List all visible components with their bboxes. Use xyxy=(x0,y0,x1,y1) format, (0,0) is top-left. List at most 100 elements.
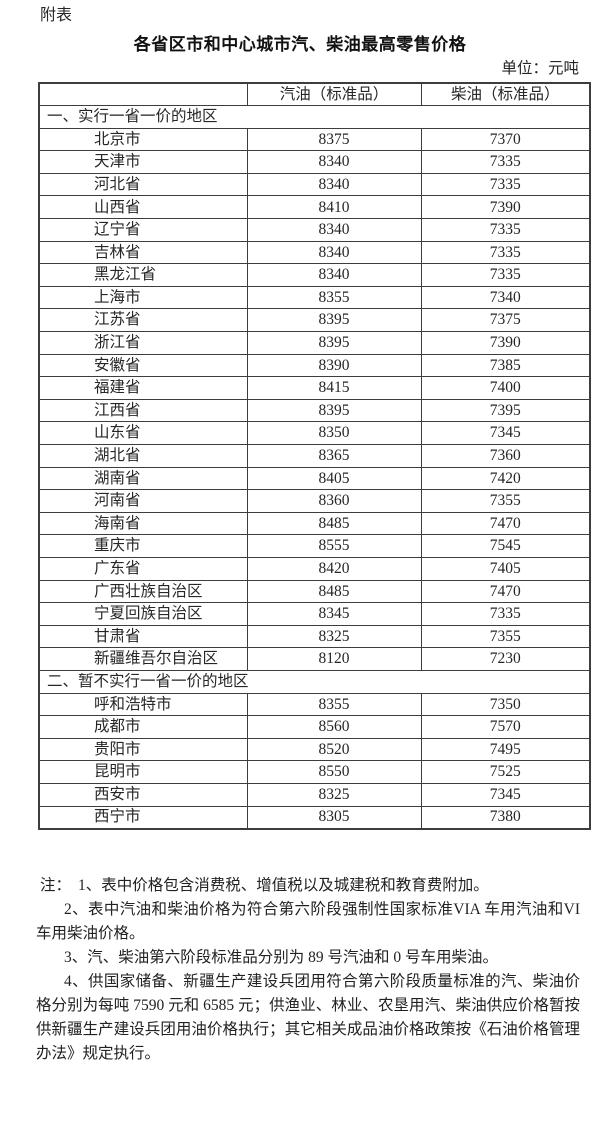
table-row: 宁夏回族自治区 8345 7335 xyxy=(38,602,591,626)
gasoline-price-cell: 8340 xyxy=(246,172,422,197)
diesel-price-cell: 7230 xyxy=(420,647,591,671)
diesel-price-cell: 7385 xyxy=(420,353,591,378)
diesel-price-cell: 7350 xyxy=(420,692,591,717)
gasoline-price-cell: 8375 xyxy=(246,127,422,152)
section-title-cell: 二、暂不实行一省一价的地区 xyxy=(38,669,591,694)
gasoline-price-cell: 8365 xyxy=(246,444,422,468)
gasoline-price-cell: 8350 xyxy=(246,421,422,445)
diesel-price-cell: 7355 xyxy=(420,624,591,649)
region-cell: 昆明市 xyxy=(38,760,248,784)
section-row: 一、实行一省一价的地区 xyxy=(38,105,591,129)
table-row: 天津市 8340 7335 xyxy=(38,150,591,174)
diesel-price-cell: 7405 xyxy=(420,556,591,581)
region-cell: 北京市 xyxy=(38,127,248,152)
region-cell: 黑龙江省 xyxy=(38,263,248,287)
gasoline-price-cell: 8340 xyxy=(246,240,422,265)
diesel-price-cell: 7470 xyxy=(420,511,591,536)
section-title-cell: 一、实行一省一价的地区 xyxy=(38,105,591,129)
gasoline-price-cell: 8340 xyxy=(246,263,422,287)
gasoline-price-cell: 8420 xyxy=(246,556,422,581)
diesel-price-cell: 7470 xyxy=(420,579,591,604)
region-cell: 江苏省 xyxy=(38,308,248,333)
note-item: 2、表中汽油和柴油价格为符合第六阶段强制性国家标准VIA 车用汽油和VI车用柴油… xyxy=(36,900,580,942)
gasoline-column-header: 汽油（标准品） xyxy=(246,82,422,107)
diesel-price-cell: 7495 xyxy=(420,737,591,762)
region-cell: 安徽省 xyxy=(38,353,248,378)
table-row: 西宁市 8305 7380 xyxy=(38,805,591,830)
region-cell: 呼和浩特市 xyxy=(38,692,248,717)
gasoline-price-cell: 8340 xyxy=(246,150,422,174)
notes: 注： 1、表中价格包含消费税、增值税以及城建税和教育费附加。 2、表中汽油和柴油价格… xyxy=(36,874,580,1066)
region-cell: 河南省 xyxy=(38,489,248,513)
table-row: 福建省 8415 7400 xyxy=(38,376,591,400)
diesel-price-cell: 7335 xyxy=(420,263,591,287)
diesel-price-cell: 7380 xyxy=(420,805,591,830)
diesel-price-cell: 7335 xyxy=(420,602,591,626)
table-row: 广西壮族自治区 8485 7470 xyxy=(38,579,591,604)
diesel-price-cell: 7545 xyxy=(420,534,591,558)
diesel-price-cell: 7420 xyxy=(420,466,591,491)
section-row: 二、暂不实行一省一价的地区 xyxy=(38,669,591,694)
table-row: 呼和浩特市 8355 7350 xyxy=(38,692,591,717)
unit-label: 单位：元吨 xyxy=(501,60,579,77)
gasoline-price-cell: 8355 xyxy=(246,692,422,717)
attachment-label: 附表 xyxy=(40,7,73,24)
region-cell: 广东省 xyxy=(38,556,248,581)
table-row: 重庆市 8555 7545 xyxy=(38,534,591,558)
region-cell: 甘肃省 xyxy=(38,624,248,649)
table-row: 上海市 8355 7340 xyxy=(38,285,591,310)
gasoline-price-cell: 8305 xyxy=(246,805,422,830)
table-row: 湖南省 8405 7420 xyxy=(38,466,591,491)
gasoline-price-cell: 8325 xyxy=(246,624,422,649)
region-cell: 成都市 xyxy=(38,715,248,739)
diesel-price-cell: 7360 xyxy=(420,444,591,468)
table-row: 昆明市 8550 7525 xyxy=(38,760,591,784)
document-page: 附表 各省区市和中心城市汽、柴油最高零售价格 单位：元吨 汽油（标准品） 柴油（… xyxy=(36,7,591,1066)
diesel-price-cell: 7355 xyxy=(420,489,591,513)
gasoline-price-cell: 8550 xyxy=(246,760,422,784)
region-cell: 湖南省 xyxy=(38,466,248,491)
note-item: 4、供国家储备、新疆生产建设兵团用符合第六阶段质量标准的汽、柴油价格分别为每吨 … xyxy=(36,972,580,1062)
table-row: 山东省 8350 7345 xyxy=(38,421,591,445)
gasoline-price-cell: 8120 xyxy=(246,647,422,671)
table-row: 黑龙江省 8340 7335 xyxy=(38,263,591,287)
region-cell: 上海市 xyxy=(38,285,248,310)
diesel-price-cell: 7370 xyxy=(420,127,591,152)
region-cell: 山东省 xyxy=(38,421,248,445)
table-row: 辽宁省 8340 7335 xyxy=(38,218,591,242)
price-table-body: 一、实行一省一价的地区 北京市 8375 7370 天津市 8340 7335 河北省 8340… xyxy=(38,105,591,830)
gasoline-price-cell: 8485 xyxy=(246,579,422,604)
region-cell: 宁夏回族自治区 xyxy=(38,602,248,626)
diesel-price-cell: 7340 xyxy=(420,285,591,310)
diesel-price-cell: 7390 xyxy=(420,195,591,220)
gasoline-price-cell: 8415 xyxy=(246,376,422,400)
region-cell: 广西壮族自治区 xyxy=(38,579,248,604)
region-cell: 吉林省 xyxy=(38,240,248,265)
gasoline-price-cell: 8395 xyxy=(246,308,422,333)
gasoline-price-cell: 8340 xyxy=(246,218,422,242)
table-row: 湖北省 8365 7360 xyxy=(38,444,591,468)
region-cell: 福建省 xyxy=(38,376,248,400)
diesel-price-cell: 7335 xyxy=(420,172,591,197)
table-row: 吉林省 8340 7335 xyxy=(38,240,591,265)
table-row: 甘肃省 8325 7355 xyxy=(38,624,591,649)
table-row: 新疆维吾尔自治区 8120 7230 xyxy=(38,647,591,671)
diesel-price-cell: 7375 xyxy=(420,308,591,333)
gasoline-price-cell: 8325 xyxy=(246,782,422,807)
price-table: 汽油（标准品） 柴油（标准品） 一、实行一省一价的地区 北京市 8375 7370 天津… xyxy=(38,82,591,830)
diesel-price-cell: 7345 xyxy=(420,782,591,807)
table-row: 广东省 8420 7405 xyxy=(38,556,591,581)
gasoline-price-cell: 8485 xyxy=(246,511,422,536)
gasoline-price-cell: 8555 xyxy=(246,534,422,558)
diesel-price-cell: 7570 xyxy=(420,715,591,739)
diesel-price-cell: 7395 xyxy=(420,398,591,423)
table-row: 贵阳市 8520 7495 xyxy=(38,737,591,762)
gasoline-price-cell: 8345 xyxy=(246,602,422,626)
gasoline-price-cell: 8360 xyxy=(246,489,422,513)
header-row: 汽油（标准品） 柴油（标准品） xyxy=(38,82,591,107)
gasoline-price-cell: 8410 xyxy=(246,195,422,220)
table-row: 河南省 8360 7355 xyxy=(38,489,591,513)
region-cell: 湖北省 xyxy=(38,444,248,468)
region-cell: 贵阳市 xyxy=(38,737,248,762)
region-cell: 河北省 xyxy=(38,172,248,197)
